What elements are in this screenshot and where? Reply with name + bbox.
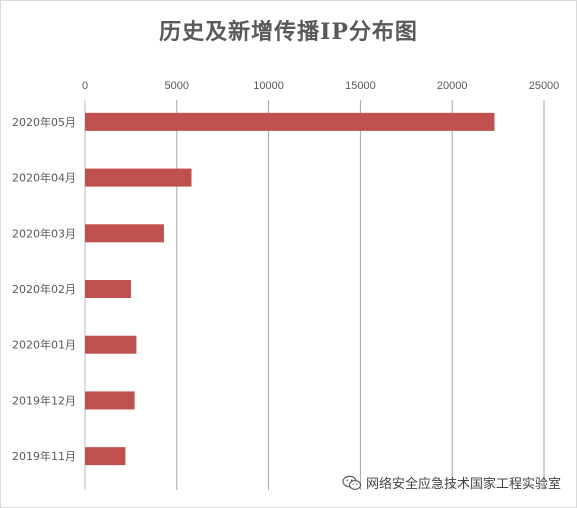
- watermark: 网络安全应急技术国家工程实验室: [342, 473, 561, 492]
- x-tick-label: 20000: [437, 80, 468, 92]
- category-label: 2020年03月: [12, 226, 76, 240]
- bar: [85, 391, 135, 410]
- x-tick-label: 15000: [345, 80, 376, 92]
- category-labels: 2020年05月 2020年04月 2020年03月 2020年02月 2020年01月…: [12, 115, 76, 463]
- bar: [85, 280, 131, 298]
- x-tick-label: 10000: [253, 80, 284, 92]
- category-label: 2019年12月: [12, 393, 76, 407]
- bars: [85, 112, 495, 466]
- bar: [85, 224, 164, 243]
- category-label: 2019年11月: [12, 449, 76, 463]
- bar: [85, 112, 495, 131]
- gridlines: [84, 100, 545, 490]
- bar: [85, 447, 126, 466]
- category-label: 2020年01月: [12, 338, 76, 352]
- bar: [85, 168, 192, 187]
- x-tick-label: 5000: [165, 80, 189, 92]
- chart-title: 历史及新增传播IP分布图: [159, 19, 418, 45]
- category-label: 2020年05月: [12, 115, 76, 129]
- category-label: 2020年02月: [12, 282, 76, 296]
- category-label: 2020年04月: [12, 171, 76, 185]
- x-tick-label: 0: [82, 80, 88, 92]
- watermark-text: 网络安全应急技术国家工程实验室: [365, 477, 561, 492]
- wechat-icon: [342, 475, 362, 490]
- bar: [85, 335, 137, 354]
- x-tick-labels: 0 5000 10000 15000 20000 25000: [82, 80, 559, 92]
- x-tick-label: 25000: [529, 80, 560, 92]
